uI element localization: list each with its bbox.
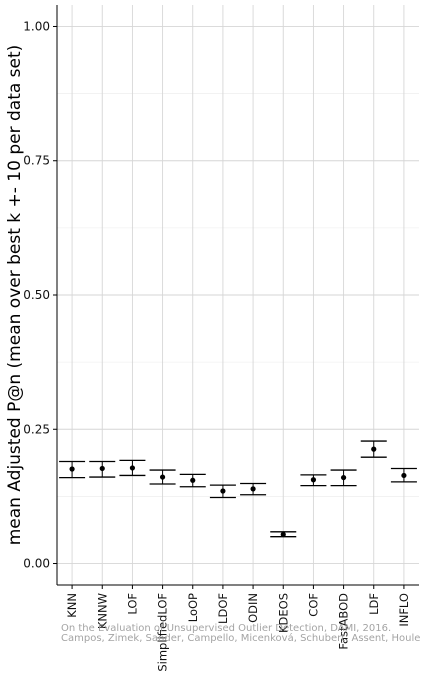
x-tick-label: SimplifiedLOF <box>156 593 170 672</box>
x-gridlines <box>71 5 405 585</box>
data-point <box>340 474 347 481</box>
x-tick-label: LDOF <box>216 593 230 624</box>
y-tick-label: 1.00 <box>23 19 50 33</box>
data-point <box>310 477 317 483</box>
data-point <box>401 472 407 479</box>
x-tick-label: ODIN <box>246 593 260 623</box>
data-point <box>69 466 75 472</box>
data-point <box>99 465 105 472</box>
y-axis-label: mean Adjusted P@n (mean over best k +- 1… <box>5 45 25 546</box>
y-tick-label: 0.25 <box>23 422 50 436</box>
data-point <box>190 477 196 483</box>
data-point <box>250 486 256 492</box>
data-point <box>159 474 166 480</box>
y-tick-label: 0.50 <box>23 288 50 302</box>
data-point <box>280 531 286 538</box>
x-ticks: KNN KNNW LOF SimplifiedLOF LoOP LDOF ODIN KDEOS… <box>65 585 411 672</box>
y-tick-label: 0.00 <box>23 557 50 571</box>
x-tick-label: LDF <box>367 593 381 615</box>
x-tick-label: COF <box>306 593 320 617</box>
y-gridlines <box>57 26 419 564</box>
data-point <box>220 488 226 494</box>
x-tick-label: LoOP <box>186 593 200 622</box>
x-tick-label: KNNW <box>95 593 109 629</box>
x-tick-label: KNN <box>65 593 79 618</box>
watermark: On the Evaluation of Unsupervised Outlie… <box>61 623 420 644</box>
y-ticks: 0.00 0.25 0.50 0.75 1.00 <box>23 19 57 571</box>
watermark-line-1: On the Evaluation of Unsupervised Outlie… <box>61 623 391 634</box>
data-point <box>129 465 136 471</box>
y-tick-label: 0.75 <box>23 154 50 168</box>
x-tick-label: LOF <box>125 593 139 615</box>
watermark-line-2: Campos, Zimek, Sander, Campello, Micenko… <box>61 632 420 644</box>
x-tick-label: FastABOD <box>337 593 351 650</box>
data-points <box>69 446 407 538</box>
x-tick-label: INFLO <box>397 593 411 627</box>
data-point <box>371 446 377 452</box>
x-tick-label: KDEOS <box>276 593 290 633</box>
